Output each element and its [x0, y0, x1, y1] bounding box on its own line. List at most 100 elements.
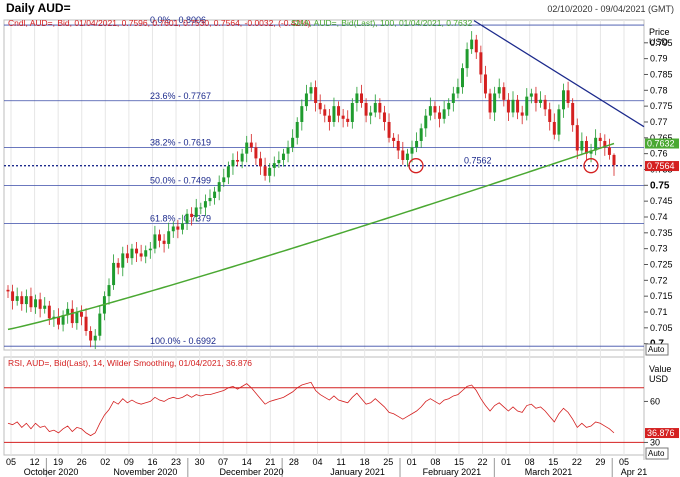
candle-body [479, 52, 483, 75]
candle-body [314, 87, 318, 103]
price-tick-label: 0.765 [650, 133, 673, 143]
candle-body [474, 39, 478, 53]
candle-body [451, 93, 455, 103]
price-tick-label: 0.72 [650, 275, 668, 285]
candle-body [323, 109, 327, 116]
candle-body [424, 115, 428, 129]
candle-body [217, 182, 221, 192]
rsi-axis-unit: USD [649, 374, 669, 384]
price-tick-label: 0.79 [650, 54, 668, 64]
candle-body [419, 128, 423, 141]
candle-body [231, 159, 235, 167]
x-tick-label: 22 [572, 457, 582, 467]
fib-label: 23.6% - 0.7767 [150, 91, 211, 101]
svg-text:Auto: Auto [648, 449, 665, 458]
candle-body [144, 250, 148, 257]
candle-body [355, 93, 359, 103]
x-tick-label: 01 [501, 457, 511, 467]
fib-label: 38.2% - 0.7619 [150, 138, 211, 148]
svg-text:36.876: 36.876 [647, 428, 675, 438]
x-tick-label: 09 [124, 457, 134, 467]
candle-body [548, 109, 552, 122]
x-tick-label: 26 [77, 457, 87, 467]
support-marker [408, 158, 424, 174]
x-tick-label: 19 [53, 457, 63, 467]
candle-body [470, 39, 474, 50]
candle-body [70, 308, 74, 324]
candle-body [529, 93, 533, 97]
price-tick-label: 0.71 [650, 307, 668, 317]
x-tick-label: 11 [336, 457, 345, 467]
candle-body [612, 154, 616, 166]
rsi-auto-button[interactable]: Auto [645, 447, 669, 460]
chart-canvas[interactable]: 05 12 19 26 02 09 16 23 30 07 14 21 28 04 11 18 25 01 08 15… [0, 14, 680, 477]
candle-body [24, 296, 28, 305]
candle-body [277, 159, 281, 164]
candle-body [236, 159, 240, 162]
rsi-panel[interactable] [3, 356, 645, 456]
candles [6, 31, 616, 350]
candle-body [125, 253, 129, 259]
candle-body [153, 234, 157, 249]
x-tick-label: 23 [171, 457, 181, 467]
candle-body [79, 311, 83, 317]
price-tick-label: 0.785 [650, 69, 673, 79]
candle-body [575, 125, 579, 151]
candle-body [392, 137, 396, 141]
candle-body [11, 291, 15, 301]
candle-body [6, 289, 10, 292]
x-tick-label: 16 [147, 457, 157, 467]
x-tick-label: 15 [548, 457, 558, 467]
candle-body [286, 147, 290, 154]
x-tick-label: 18 [360, 457, 370, 467]
candle-body [116, 262, 120, 268]
candle-body [598, 137, 602, 141]
month-label: December 2020 [219, 467, 283, 477]
price-tick-label: 0.715 [650, 291, 673, 301]
x-tick-label: 07 [218, 457, 228, 467]
rsi-tick-label: 30 [650, 437, 660, 447]
candle-body [373, 102, 377, 113]
candle-body [516, 99, 520, 113]
candle-body [66, 308, 70, 316]
candle-body [584, 140, 588, 154]
price-auto-button[interactable]: Auto [645, 343, 669, 356]
candle-body [497, 87, 501, 94]
candle-body [415, 140, 419, 148]
x-tick-label: 08 [430, 457, 440, 467]
price-panel[interactable] [3, 19, 645, 351]
candle-body [29, 296, 33, 308]
candle-body [405, 153, 409, 160]
month-label: March 2021 [525, 467, 573, 477]
price-tick-label: 0.735 [650, 228, 673, 238]
candle-body [309, 87, 313, 94]
candle-body [254, 147, 258, 159]
candle-body [190, 213, 194, 217]
candle-body [148, 248, 152, 251]
svg-text:0.7632: 0.7632 [647, 139, 675, 149]
candle-body [194, 207, 198, 217]
candle-body [158, 234, 161, 241]
candle-body [43, 305, 47, 309]
candle-body [341, 115, 345, 119]
rsi-axis-title: Value [649, 364, 671, 374]
svg-text:0.7564: 0.7564 [647, 161, 675, 171]
candle-body [162, 240, 166, 244]
close-value-badge: 0.7564 [645, 161, 679, 172]
candle-body [360, 93, 363, 103]
x-tick-label: 05 [619, 457, 629, 467]
candle-body [433, 106, 437, 113]
candle-body [176, 226, 180, 230]
candle-body [401, 150, 405, 160]
candle-body [337, 106, 341, 116]
x-tick-label: 14 [242, 457, 252, 467]
candle-body [20, 296, 24, 305]
svg-text:Auto: Auto [648, 345, 665, 354]
candle-body [291, 137, 295, 148]
candle-body [438, 112, 442, 119]
candle-body [525, 96, 529, 116]
candle-body [428, 106, 432, 116]
candle-body [171, 226, 175, 232]
price-tick-label: 0.75 [650, 180, 670, 191]
fib-label: 61.8% - 0.7379 [150, 214, 211, 224]
